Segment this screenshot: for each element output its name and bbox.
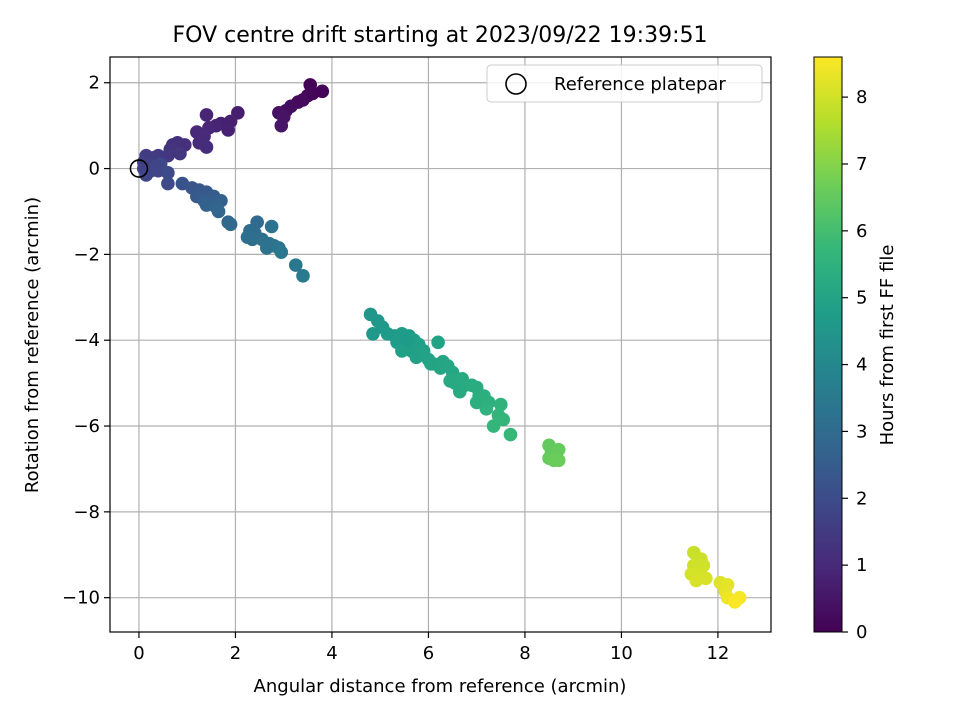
x-tick-label: 0 <box>133 643 144 664</box>
reference-platepar-marker <box>129 159 149 178</box>
x-tick-label: 8 <box>519 643 530 664</box>
data-point <box>199 108 214 122</box>
data-point <box>305 86 320 101</box>
colorbar-ticks: 0 1 2 3 4 5 6 7 8 <box>842 87 867 643</box>
colorbar-tick-label: 8 <box>856 87 867 108</box>
chart-title: FOV centre drift starting at 2023/09/22 … <box>173 23 708 48</box>
data-point <box>503 427 518 442</box>
colorbar-tick-label: 1 <box>856 555 867 576</box>
data-point <box>211 204 226 219</box>
data-point <box>260 241 274 255</box>
y-tick-label: −2 <box>73 244 100 265</box>
data-point <box>551 453 566 468</box>
data-point <box>496 412 511 427</box>
x-tick-label: 2 <box>230 643 241 664</box>
y-tick-label: 2 <box>89 73 100 94</box>
data-point <box>296 93 310 107</box>
data-point <box>395 344 409 358</box>
data-point <box>296 269 310 283</box>
legend-marker-icon <box>505 73 527 95</box>
data-point <box>431 335 445 350</box>
data-point <box>494 397 508 412</box>
data-point <box>139 168 153 182</box>
colorbar-tick-label: 6 <box>856 221 867 242</box>
x-axis-ticks: 0 2 4 6 8 10 12 <box>133 632 729 664</box>
colorbar-tick-label: 2 <box>856 488 867 509</box>
data-point <box>161 166 175 180</box>
data-point <box>223 217 238 232</box>
scatter-points <box>136 78 747 609</box>
colorbar-tick-label: 3 <box>856 421 867 442</box>
colorbar <box>813 56 843 633</box>
y-tick-label: −10 <box>62 588 100 609</box>
x-tick-label: 10 <box>610 643 633 664</box>
data-point <box>696 558 711 573</box>
data-point <box>689 573 704 588</box>
data-point <box>288 258 303 272</box>
data-point <box>399 333 414 348</box>
data-point <box>469 395 484 410</box>
data-point <box>149 159 163 174</box>
x-tick-label: 6 <box>423 643 434 664</box>
data-point <box>448 376 462 390</box>
data-point <box>728 595 742 609</box>
x-tick-label: 12 <box>706 643 729 664</box>
data-point <box>274 245 289 260</box>
legend: Reference platepar <box>486 64 763 103</box>
data-point <box>551 442 566 457</box>
x-axis-label: Angular distance from reference (arcmin) <box>254 676 627 697</box>
data-point <box>366 326 380 341</box>
colorbar-tick-label: 0 <box>856 622 867 643</box>
data-point <box>486 419 501 433</box>
colorbar-tick-label: 4 <box>856 355 867 376</box>
data-point <box>245 232 260 247</box>
data-point <box>424 357 438 371</box>
data-point <box>221 123 236 137</box>
y-tick-label: 0 <box>89 159 100 180</box>
data-point <box>199 140 214 154</box>
y-tick-label: −4 <box>73 330 100 351</box>
data-point <box>264 219 279 234</box>
y-axis-ticks: 2 0 −2 −4 −6 −8 −10 <box>62 73 110 609</box>
x-tick-label: 4 <box>326 643 337 664</box>
data-point <box>274 118 289 133</box>
plot-area-frame <box>109 56 772 633</box>
y-axis-label: Rotation from reference (arcmin) <box>22 197 43 493</box>
colorbar-tick-label: 5 <box>856 288 867 309</box>
data-point <box>173 146 187 161</box>
colorbar-label: Hours from first FF file <box>877 245 898 446</box>
colorbar-tick-label: 7 <box>856 154 867 175</box>
data-point <box>479 402 494 416</box>
y-tick-label: −8 <box>73 502 100 523</box>
legend-label: Reference platepar <box>554 74 726 95</box>
legend-box <box>486 64 763 103</box>
y-tick-label: −6 <box>73 416 100 437</box>
data-point <box>161 176 175 191</box>
